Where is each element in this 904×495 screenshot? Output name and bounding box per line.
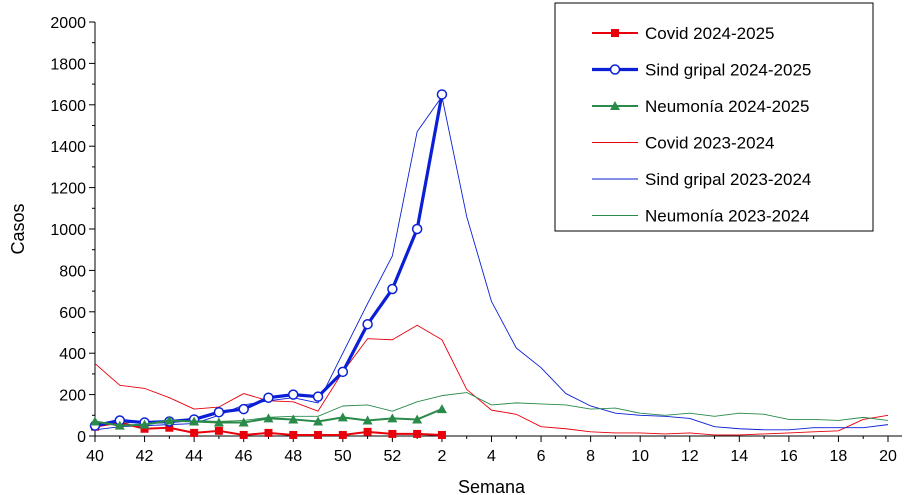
- series-marker: [90, 416, 100, 426]
- axes: 0 200 400 600 800 1000 1200 1400 1600 1800 2000 40 4…: [50, 15, 902, 465]
- series-marker: [190, 428, 199, 437]
- series-marker: [263, 392, 274, 403]
- series-marker: [165, 423, 174, 432]
- series-sind-gripal-2024-2025: [89, 89, 448, 431]
- series-marker: [140, 424, 149, 433]
- x-tick-label: 10: [631, 448, 649, 465]
- x-tick-label: 50: [334, 448, 352, 465]
- series-marker: [338, 430, 347, 439]
- series-marker: [213, 406, 225, 418]
- x-tick-label: 4: [487, 448, 496, 465]
- y-tick-label: 1600: [50, 98, 86, 115]
- series-neumon-a-2024-2025: [90, 404, 447, 430]
- series-marker: [213, 417, 224, 427]
- y-tick-label: 600: [59, 305, 86, 322]
- series-marker: [337, 366, 349, 378]
- x-tick-label: 52: [383, 448, 401, 465]
- series-marker: [337, 412, 348, 422]
- series-marker: [263, 413, 274, 423]
- series-marker: [610, 101, 620, 110]
- y-tick-label: 1400: [50, 139, 86, 156]
- x-axis-title: Semana: [458, 477, 526, 495]
- legend-label: Sind gripal 2024-2025: [645, 61, 811, 80]
- series-marker: [114, 420, 125, 430]
- series-marker: [189, 416, 200, 426]
- x-tick-label: 42: [136, 448, 154, 465]
- x-tick-label: 46: [235, 448, 253, 465]
- series-marker: [313, 416, 324, 426]
- series-marker: [164, 415, 175, 425]
- legend-label: Neumonía 2024-2025: [645, 97, 809, 116]
- legend-label: Covid 2024-2025: [645, 24, 774, 43]
- x-tick-label: 48: [284, 448, 302, 465]
- series-marker: [387, 413, 398, 423]
- y-tick-label: 800: [59, 263, 86, 280]
- series-marker: [611, 29, 619, 37]
- y-tick-label: 1800: [50, 56, 86, 73]
- series-line: [94, 324, 889, 436]
- x-tick-label: 14: [730, 448, 748, 465]
- y-tick-label: 200: [59, 388, 86, 405]
- series-marker: [288, 389, 299, 400]
- series-layer: [89, 89, 889, 439]
- y-tick-label: 0: [77, 429, 86, 446]
- y-tick-label: 400: [59, 346, 86, 363]
- series-marker: [139, 419, 150, 429]
- series-marker: [289, 430, 298, 439]
- series-marker: [239, 430, 248, 439]
- series-marker: [437, 430, 446, 439]
- x-tick-label: 40: [86, 448, 104, 465]
- series-neumon-a-2023-2024: [94, 392, 889, 425]
- y-tick-label: 1200: [50, 181, 86, 198]
- x-tick-label: 12: [681, 448, 699, 465]
- x-tick-label: 44: [185, 448, 203, 465]
- x-tick-label: 18: [830, 448, 848, 465]
- series-marker: [362, 415, 373, 425]
- series-marker: [264, 428, 273, 437]
- series-line: [94, 392, 889, 425]
- series-marker: [312, 391, 324, 402]
- x-tick-label: 20: [879, 448, 897, 465]
- x-tick-label: 2: [437, 448, 446, 465]
- legend-label: Neumonía 2023-2024: [645, 207, 809, 226]
- series-marker: [388, 429, 397, 438]
- y-tick-label: 2000: [50, 15, 86, 32]
- legend-label: Covid 2023-2024: [645, 134, 774, 153]
- series-marker: [413, 429, 422, 438]
- series-marker: [238, 417, 249, 427]
- y-axis-title: Casos: [8, 203, 28, 254]
- series-marker: [362, 318, 373, 330]
- series-marker: [609, 64, 621, 75]
- legend-label: Sind gripal 2023-2024: [645, 170, 811, 189]
- x-tick-label: 16: [780, 448, 798, 465]
- series-marker: [238, 403, 249, 415]
- y-tick-label: 1000: [50, 222, 86, 239]
- series-marker: [387, 283, 398, 295]
- series-marker: [436, 89, 448, 100]
- series-marker: [214, 426, 223, 435]
- legend: Covid 2024-2025 Sind gripal 2024-2025 Neum…: [554, 2, 874, 232]
- x-tick-label: 6: [537, 448, 546, 465]
- series-covid-2023-2024: [94, 324, 889, 436]
- x-tick-label: 8: [586, 448, 595, 465]
- series-marker: [411, 223, 423, 235]
- series-marker: [288, 414, 299, 424]
- legend-box: [554, 2, 874, 232]
- series-marker: [363, 427, 372, 436]
- series-marker: [412, 414, 423, 424]
- series-marker: [436, 404, 447, 414]
- series-marker: [314, 430, 323, 439]
